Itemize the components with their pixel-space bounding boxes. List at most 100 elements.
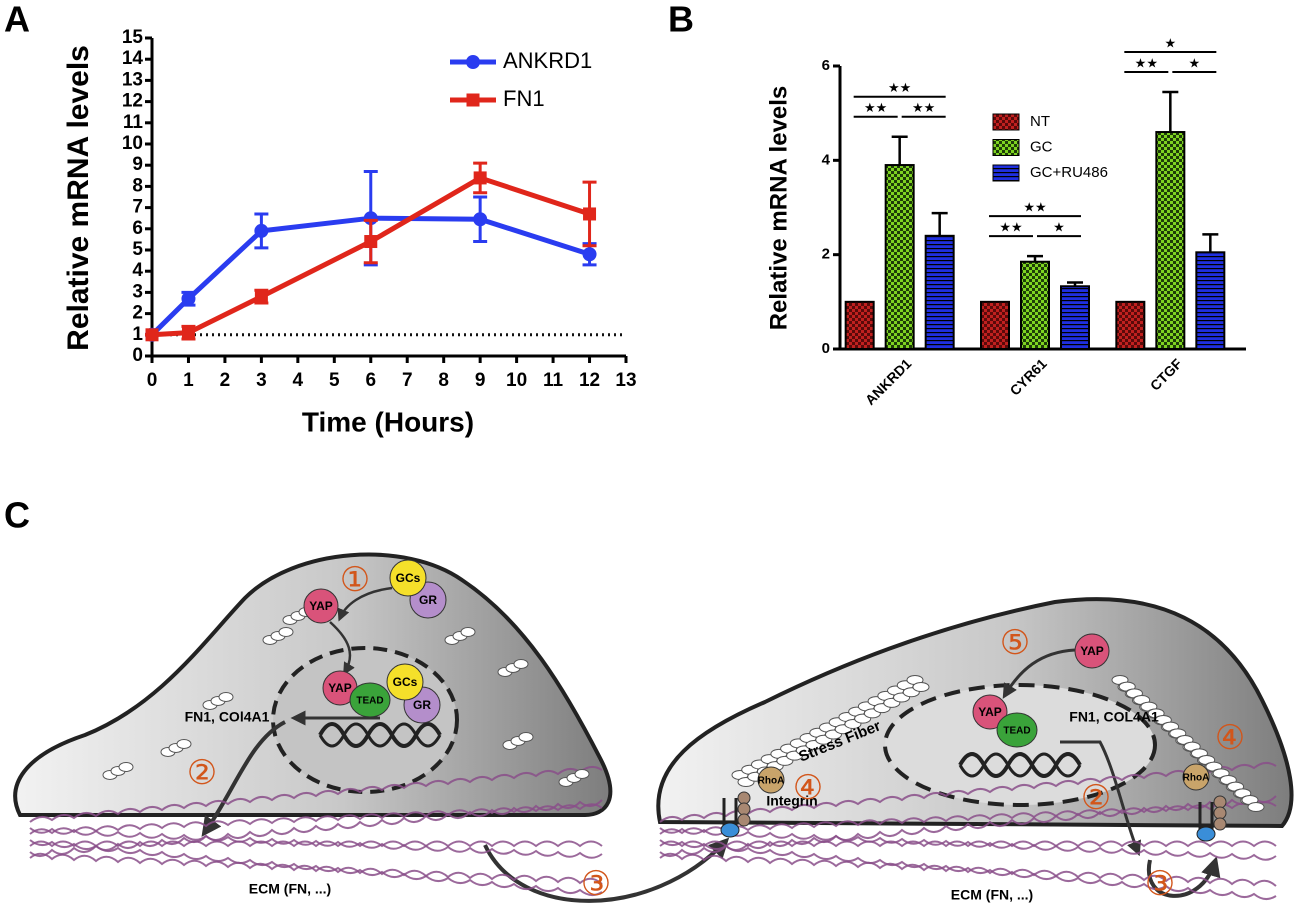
adaptor <box>737 791 751 805</box>
significance-label: ★★ <box>1135 55 1158 70</box>
x-tick-label: 3 <box>256 370 267 391</box>
significance-label: ★★ <box>864 100 887 115</box>
molecule <box>996 712 1038 748</box>
marker <box>145 328 159 342</box>
y-axis-title: Relative mRNA levels <box>62 45 95 351</box>
molecule <box>972 694 1008 730</box>
arrow <box>201 720 286 837</box>
integrin <box>722 798 738 828</box>
error-bar <box>1202 233 1219 253</box>
y-tick-label: 3 <box>132 281 143 302</box>
adaptor <box>737 802 751 816</box>
y-tick-label: 4 <box>132 260 143 281</box>
significance-label: ★★ <box>999 220 1022 235</box>
dna <box>958 752 1082 778</box>
y-tick-label: 15 <box>122 27 144 48</box>
y-tick-label: 6 <box>132 218 143 239</box>
label: FN1, COl4A1 <box>185 709 270 725</box>
bar <box>1020 260 1050 350</box>
significance-label: ★ <box>1189 55 1201 70</box>
marker <box>364 235 378 249</box>
y-tick-label: 1 <box>132 324 143 345</box>
molecule <box>389 559 427 597</box>
error-bar <box>1067 281 1083 287</box>
adaptor <box>1213 817 1227 831</box>
y-tick-label: 9 <box>132 154 143 175</box>
vesicle <box>574 769 590 779</box>
step-number: ② <box>1081 779 1111 817</box>
significance-label: ★ <box>1165 35 1177 50</box>
arrow <box>483 837 730 903</box>
arrow <box>337 586 393 622</box>
significance-label: ★★ <box>912 100 935 115</box>
molecule-label: GR <box>419 593 437 607</box>
molecule-label: YAP <box>328 681 352 695</box>
legend-label: GC+RU486 <box>1030 164 1108 181</box>
y-tick-label: 2 <box>132 303 143 324</box>
y-tick-label: 6 <box>822 57 830 74</box>
marker <box>181 326 195 340</box>
molecule-label: TEAD <box>1003 726 1030 737</box>
x-tick-label: 5 <box>329 370 340 391</box>
error-bar <box>931 211 948 236</box>
molecule-label: GCs <box>393 675 418 689</box>
dna <box>318 722 442 748</box>
bar <box>1195 251 1226 350</box>
ecm-fiber <box>659 801 1277 835</box>
x-tick-label: 8 <box>438 370 449 391</box>
x-tick-label: 9 <box>475 370 486 391</box>
x-tick-label: 1 <box>183 370 194 391</box>
molecule-label: TEAD <box>356 696 383 707</box>
x-tick-label: 13 <box>615 370 636 391</box>
y-tick-label: 8 <box>132 175 143 196</box>
y-tick-label: 0 <box>822 340 830 357</box>
bar <box>1155 131 1186 350</box>
adaptor <box>737 813 751 827</box>
arrow <box>1002 648 1076 699</box>
panel-label: C <box>4 495 30 536</box>
ecm-fiber <box>29 840 603 848</box>
arrow <box>1060 740 1142 857</box>
ecm-fiber <box>659 839 1277 900</box>
step-number: ④ <box>793 769 823 807</box>
vesicle <box>176 739 192 749</box>
x-axis-title: Time (Hours) <box>302 406 474 437</box>
y-tick-label: 13 <box>122 69 143 90</box>
molecule <box>386 663 424 701</box>
panel-label: A <box>4 0 30 40</box>
ecm-fiber <box>659 827 1277 861</box>
y-tick-label: 11 <box>123 112 144 133</box>
y-tick-label: 14 <box>122 48 144 69</box>
molecule-label: RhoA <box>758 776 785 787</box>
label: ECM (FN, ...) <box>249 881 331 897</box>
ecm-fiber <box>659 762 1277 823</box>
stress-fiber <box>912 682 930 692</box>
molecule-label: GCs <box>396 571 421 585</box>
x-tick-label: 7 <box>402 370 413 391</box>
dna <box>958 752 1082 778</box>
x-tick-label: 2 <box>220 370 231 391</box>
integrin-head <box>720 822 740 838</box>
marker <box>254 223 269 238</box>
integrin <box>1198 802 1214 832</box>
error-bar <box>1027 254 1043 262</box>
legend-label: GC <box>1030 138 1053 155</box>
x-tick-label: CYR61 <box>1007 355 1050 398</box>
legend-marker <box>466 93 480 107</box>
vesicle <box>513 659 529 669</box>
molecule <box>1074 633 1110 669</box>
vesicle <box>460 627 476 637</box>
ecm-fiber <box>659 852 1277 887</box>
marker <box>473 212 488 227</box>
ecm-fiber <box>29 799 603 857</box>
vesicle <box>518 732 534 742</box>
bar <box>1060 285 1090 351</box>
label: FN1, COL4A1 <box>1069 709 1159 725</box>
label: Integrin <box>766 793 817 809</box>
ecm-fiber <box>29 827 603 859</box>
ecm-fiber <box>29 766 603 823</box>
molecule-label: YAP <box>309 599 333 613</box>
integrin-head <box>1196 826 1216 842</box>
ecm-fiber <box>659 795 1277 857</box>
